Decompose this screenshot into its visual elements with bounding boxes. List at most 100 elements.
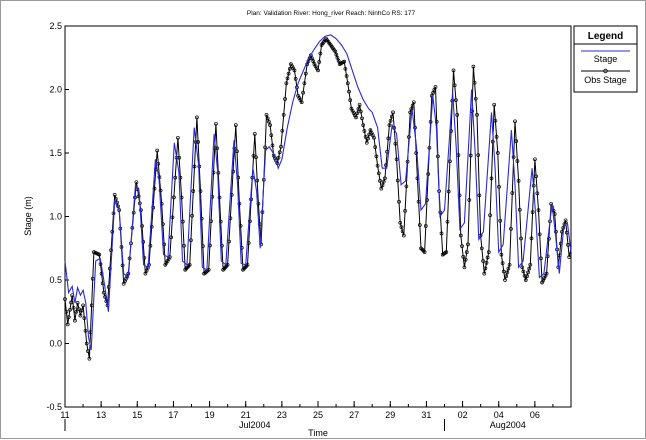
obs-stage-point (318, 51, 323, 56)
y-tick-label: 1.0 (49, 212, 62, 222)
y-tick-label: 2.0 (49, 85, 62, 95)
obs-stage-point (65, 322, 70, 327)
obs-stage-point (109, 248, 113, 253)
obs-stage-point (391, 110, 395, 115)
x-tick-label: 02 (458, 410, 468, 420)
obs-stage-point (473, 96, 478, 101)
obs-stage-point (372, 135, 376, 140)
obs-stage-point (395, 178, 400, 183)
obs-stage-point (383, 176, 387, 181)
obs-stage-point (308, 53, 313, 58)
y-axis-label: Stage (m) (23, 196, 33, 236)
obs-stage-point (277, 150, 282, 155)
obs-stage-point (444, 250, 449, 254)
obs-stage-point (413, 125, 417, 130)
obs-stage-point (566, 243, 570, 247)
obs-stage-point (302, 81, 307, 86)
obs-stage-point (386, 136, 391, 141)
obs-stage-point (527, 266, 532, 271)
x-tick-label: 31 (421, 410, 431, 420)
obs-stage-point (536, 208, 541, 212)
legend-obs-marker (603, 68, 608, 74)
obs-stage-point (252, 132, 257, 136)
obs-stage-point (140, 224, 144, 228)
obs-stage-point (485, 255, 490, 260)
obs-stage-point (397, 199, 401, 204)
obs-stage-point (431, 91, 435, 95)
y-tick-label: 0.5 (49, 275, 62, 285)
obs-stage-point (263, 145, 267, 150)
obs-stage-point (481, 259, 485, 263)
obs-stage-point (267, 119, 271, 124)
obs-stage-point (537, 232, 542, 237)
series-layer (63, 34, 572, 361)
obs-stage-point (148, 243, 153, 248)
obs-stage-point (235, 149, 239, 154)
obs-stage-point (523, 278, 528, 282)
obs-stage-point (364, 140, 369, 145)
obs-stage-point (452, 83, 457, 88)
obs-stage-point (373, 145, 378, 149)
x-tick-label: 19 (205, 410, 215, 420)
obs-stage-point (522, 273, 527, 278)
obs-stage-point (488, 213, 492, 218)
obs-stage-point (528, 262, 533, 267)
obs-stage-point (86, 349, 90, 353)
obs-stage-point (333, 49, 338, 54)
x-tick-label: 06 (530, 410, 540, 420)
obs-stage-point (292, 68, 297, 73)
x-axis-ticks: 11 13 15 17 19 21 23 25 27 29 31 02 04 06 (60, 401, 572, 420)
legend: Legend Stage Obs Stage (573, 25, 638, 93)
obs-stage-point (233, 123, 238, 127)
obs-stage-point (403, 209, 407, 213)
obs-stage-point (446, 189, 451, 194)
obs-stage-point (445, 219, 450, 224)
obs-stage-point (79, 308, 84, 313)
obs-stage-point (464, 250, 469, 254)
obs-stage-point (533, 157, 537, 162)
obs-stage-point (317, 60, 322, 64)
x-tick-label: 25 (313, 410, 323, 420)
obs-stage-point (482, 271, 487, 276)
obs-stage-point (471, 64, 476, 69)
obs-stage-point (535, 191, 540, 196)
obs-stage-point (269, 133, 274, 138)
obs-stage-point (172, 195, 176, 200)
obs-stage-point (410, 103, 415, 108)
obs-stage-point (82, 316, 87, 320)
obs-stage-point (503, 278, 507, 282)
obs-stage-point (361, 123, 366, 127)
obs-stage-point (400, 229, 405, 234)
obs-stage-point (187, 262, 192, 267)
obs-stage-point (489, 176, 494, 181)
obs-stage-point (476, 153, 481, 157)
obs-stage-point (526, 270, 530, 275)
obs-stage-point (345, 81, 350, 86)
obs-stage-point (549, 201, 553, 206)
obs-stage-point (69, 300, 73, 305)
obs-stage-point (379, 186, 384, 191)
x-tick-label: 15 (132, 410, 142, 420)
obs-stage-point (479, 246, 484, 251)
obs-stage-point (286, 71, 291, 76)
obs-stage-point (196, 140, 200, 144)
obs-stage-point (293, 77, 298, 81)
obs-stage-point (394, 157, 399, 162)
obs-stage-point (513, 119, 517, 124)
obs-stage-point (399, 225, 404, 229)
obs-stage-point (268, 123, 272, 127)
obs-stage-point (381, 179, 386, 184)
obs-stage-point (214, 121, 218, 126)
obs-stage-point (362, 129, 367, 133)
obs-stage-point (158, 188, 163, 193)
obs-stage-point (189, 238, 193, 243)
obs-stage-point (195, 115, 199, 120)
obs-stage-point (411, 100, 416, 105)
obs-stage-point (283, 97, 287, 101)
obs-stage-point (494, 135, 499, 139)
obs-stage-point (505, 270, 510, 275)
obs-stage-point (237, 201, 242, 206)
obs-stage-point (84, 341, 89, 346)
obs-stage-point (81, 303, 85, 308)
obs-stage-point (97, 252, 102, 257)
